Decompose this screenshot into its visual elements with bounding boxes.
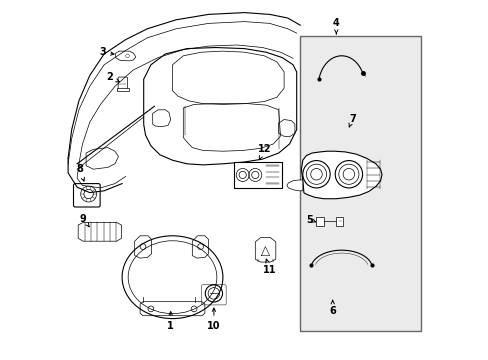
Text: 2: 2 [106,72,119,82]
Bar [336,217,343,226]
Text: 12: 12 [257,144,270,160]
Bar [316,217,324,226]
Bar [233,162,282,188]
Text: 9: 9 [80,213,89,227]
Text: 7: 7 [348,114,355,127]
Circle shape [335,161,362,188]
Circle shape [302,161,329,188]
Text: 11: 11 [263,259,276,275]
Polygon shape [286,180,302,191]
Text: 5: 5 [305,215,315,225]
Text: 6: 6 [328,301,335,316]
Text: 1: 1 [167,312,174,331]
Text: 10: 10 [207,308,220,331]
Text: 4: 4 [332,18,339,34]
Text: 3: 3 [99,47,114,57]
Bar [300,36,420,331]
Polygon shape [301,151,381,199]
Text: 8: 8 [76,164,84,181]
Bar [117,88,128,91]
